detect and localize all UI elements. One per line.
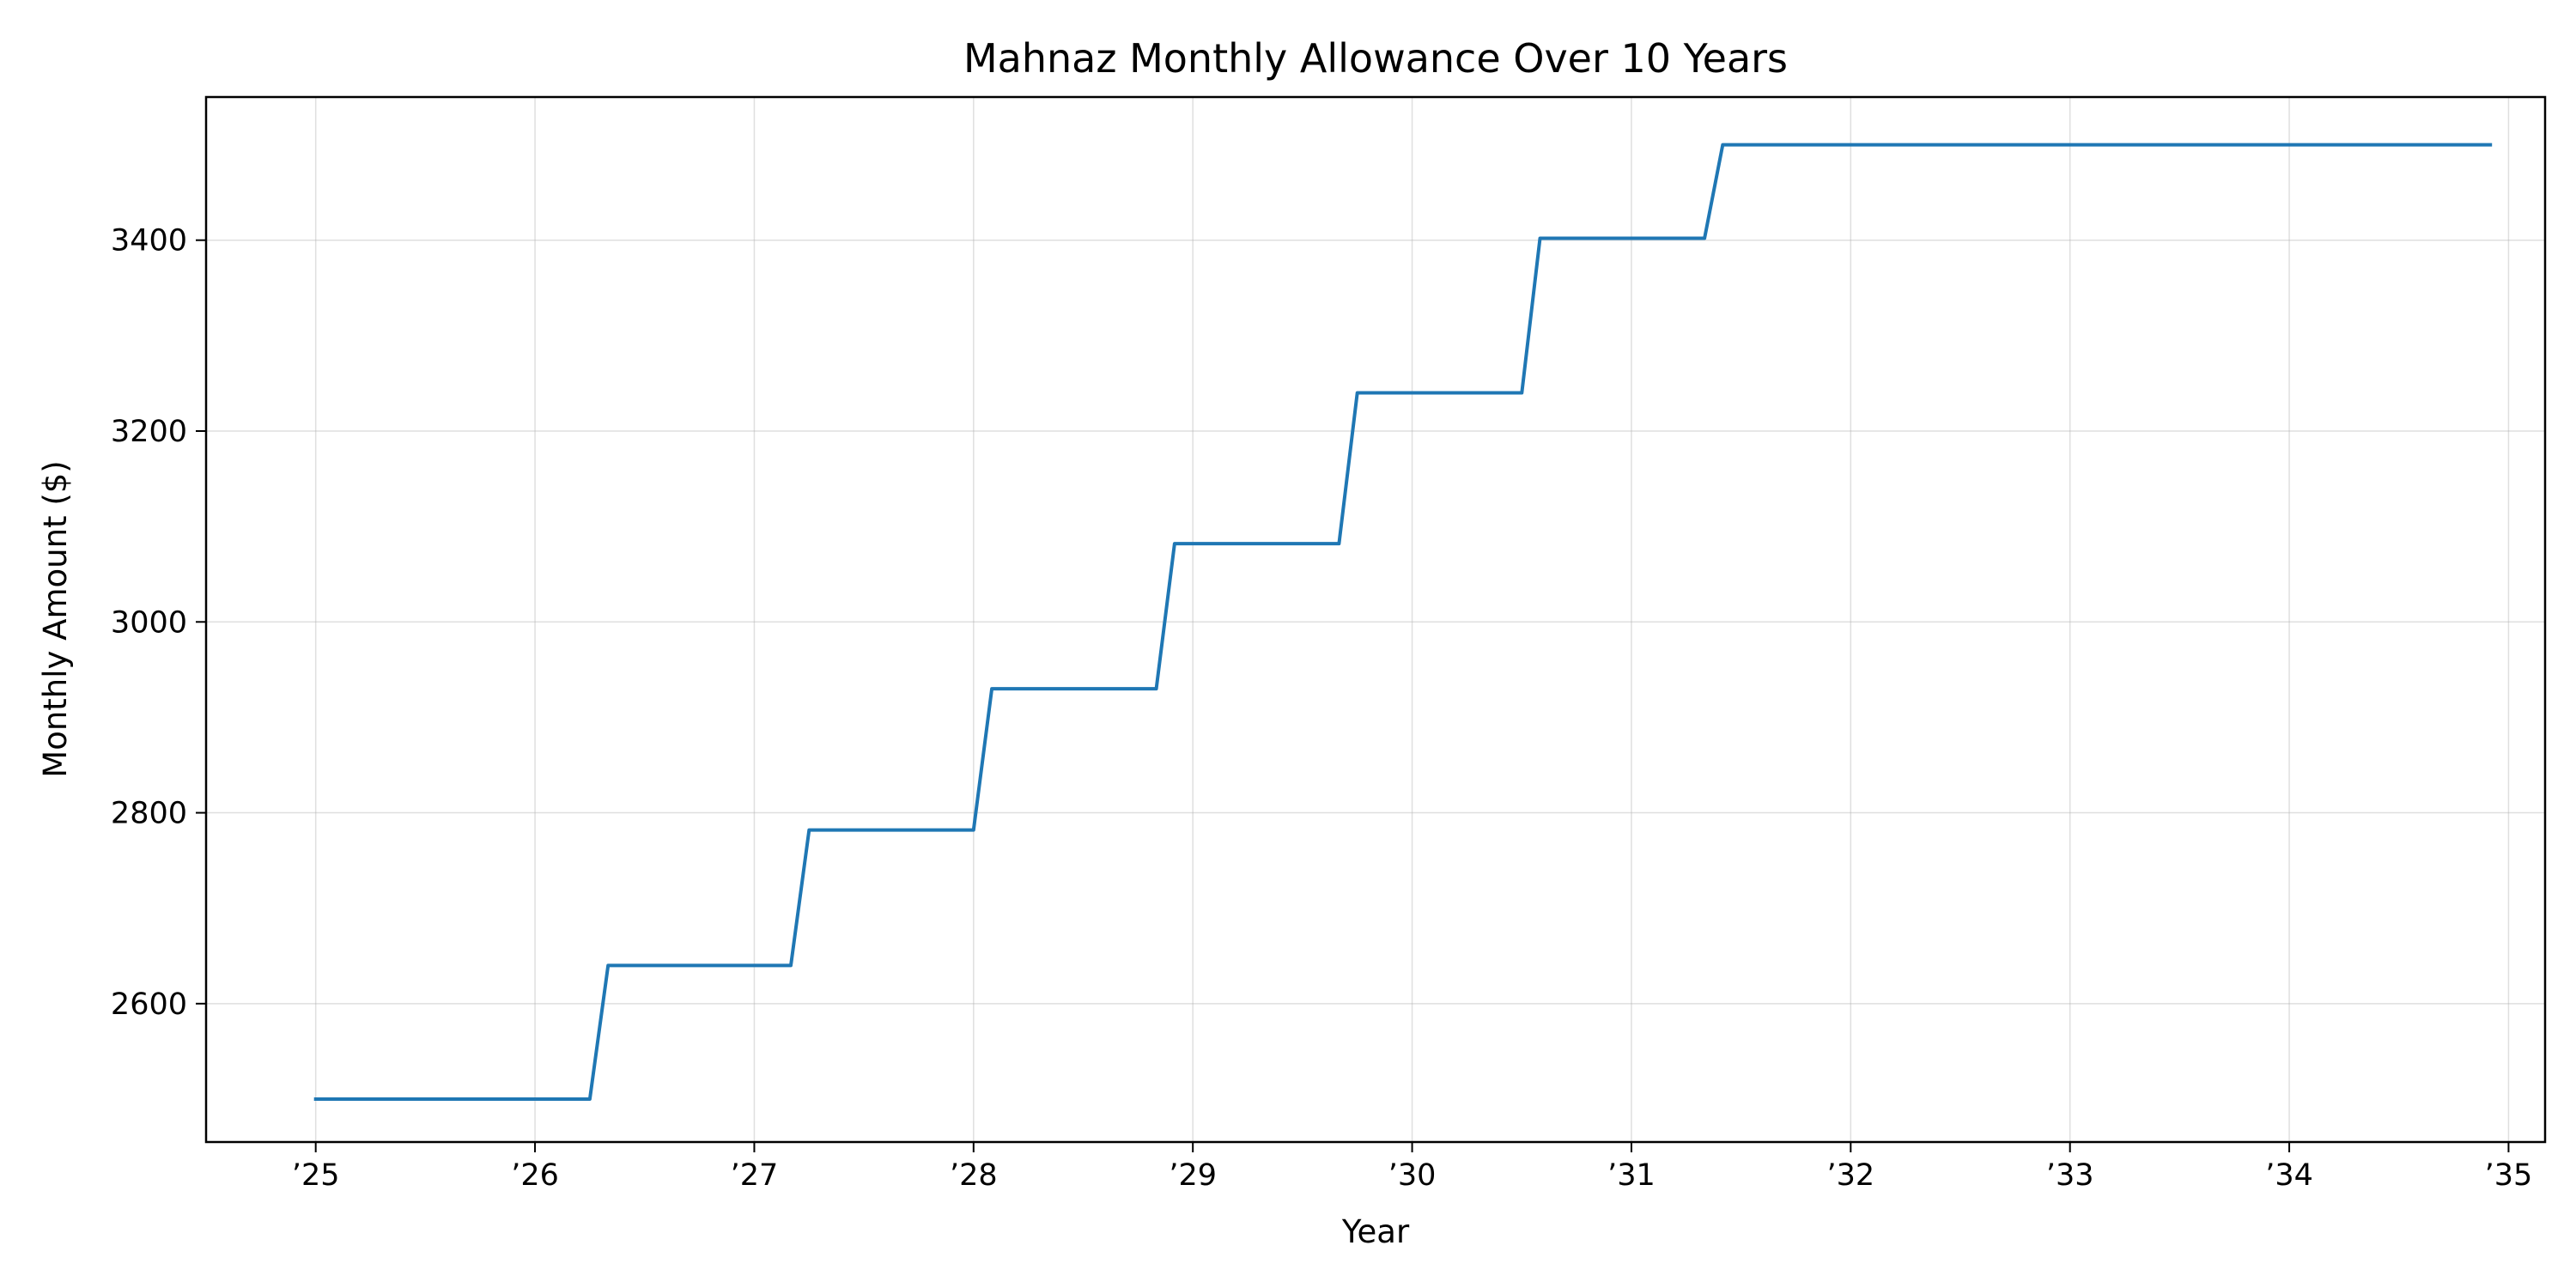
x-tick-label: ’25 <box>292 1158 340 1193</box>
y-tick-label: 3200 <box>111 415 187 449</box>
x-tick-label: ’34 <box>2265 1158 2313 1193</box>
x-tick-label: ’33 <box>2046 1158 2094 1193</box>
x-axis-title: Year <box>1341 1213 1410 1250</box>
y-tick-label: 2600 <box>111 987 187 1022</box>
x-tick-label: ’31 <box>1607 1158 1656 1193</box>
series-layer <box>313 143 2493 1101</box>
y-axis-title: Monthly Amount ($) <box>37 460 74 777</box>
x-tick-label: ’30 <box>1388 1158 1437 1193</box>
y-axis-ticks: 2600 2800 3000 3200 3400 <box>111 224 206 1022</box>
x-tick-label: ’27 <box>731 1158 779 1193</box>
grid-lines <box>206 97 2545 1142</box>
series-line-0 <box>313 143 2493 1101</box>
x-tick-label: ’29 <box>1169 1158 1217 1193</box>
chart-title: Mahnaz Monthly Allowance Over 10 Years <box>963 35 1788 82</box>
y-tick-label: 2800 <box>111 797 187 831</box>
x-tick-label: ’28 <box>950 1158 998 1193</box>
plot-frame <box>204 95 2547 1144</box>
y-tick-label: 3400 <box>111 224 187 258</box>
x-axis-ticks: ’25 ’26 ’27 ’28 ’29 ’30 ’31 ’32 ’33 ’34 ’35 <box>292 1142 2532 1193</box>
x-tick-label: ’26 <box>511 1158 559 1193</box>
y-tick-label: 3000 <box>111 605 187 640</box>
x-tick-label: ’35 <box>2485 1158 2533 1193</box>
x-tick-label: ’32 <box>1826 1158 1874 1193</box>
